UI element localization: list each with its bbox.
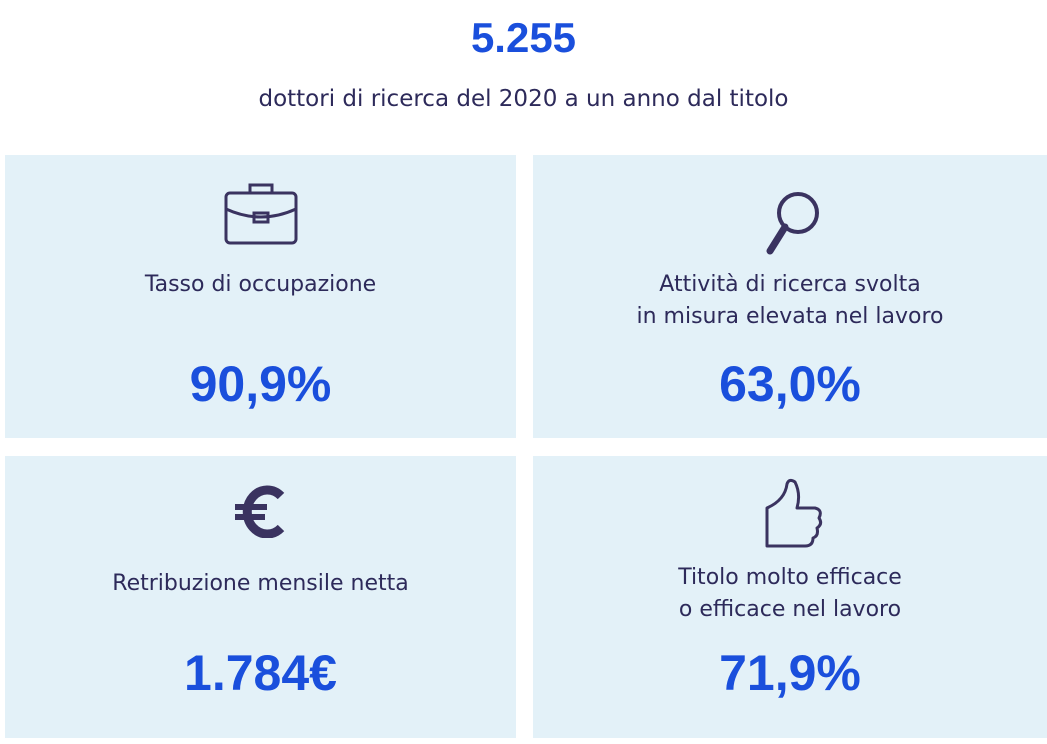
card-label: Attività di ricerca svolta	[659, 272, 921, 297]
header-value: 5.255	[470, 14, 577, 61]
euro-icon	[234, 485, 284, 538]
briefcase-icon	[224, 183, 297, 245]
card-label: o efficace nel lavoro	[678, 597, 902, 622]
card-value: 71,9%	[719, 645, 861, 701]
magnifier-icon	[766, 192, 819, 255]
card-label: Retribuzione mensile netta	[112, 571, 409, 596]
card-label: Tasso di occupazione	[144, 272, 377, 297]
header-subtitle: dottori di ricerca del 2020 a un anno da…	[258, 86, 789, 112]
card: Retribuzione mensile netta 1.784€	[5, 456, 516, 738]
card: Tasso di occupazione 90,9%	[5, 155, 516, 438]
card-value: 63,0%	[719, 356, 861, 412]
card: Attività di ricerca svolta in misura elev…	[533, 155, 1047, 438]
card-label: in misura elevata nel lavoro	[636, 304, 944, 329]
thumbs-up-icon	[765, 478, 823, 548]
card: Titolo molto efficace o efficace nel lavo…	[533, 456, 1047, 738]
card-value: 90,9%	[189, 356, 332, 412]
card-label: Titolo molto efficace	[678, 565, 902, 590]
card-value: 1.784€	[184, 645, 337, 701]
